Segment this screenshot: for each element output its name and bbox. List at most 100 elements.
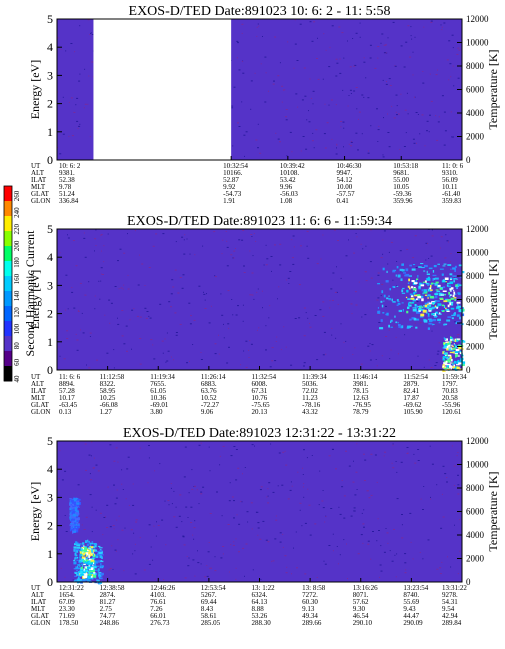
noise-speck xyxy=(220,557,223,559)
signal-cell xyxy=(456,339,459,342)
noise-speck xyxy=(387,542,389,544)
ephemeris-value: 13:31:22 xyxy=(442,584,467,592)
signal-cell xyxy=(454,293,457,295)
signal-cell xyxy=(449,340,451,344)
noise-speck xyxy=(349,66,352,68)
signal-cell xyxy=(82,545,87,549)
noise-speck xyxy=(249,294,252,296)
signal-cell xyxy=(414,305,419,309)
noise-speck xyxy=(153,358,156,360)
noise-speck xyxy=(340,126,342,128)
signal-cell xyxy=(430,291,432,292)
signal-cell xyxy=(69,507,72,511)
signal-cell xyxy=(98,551,102,555)
signal-cell xyxy=(451,302,454,306)
noise-speck xyxy=(233,541,235,543)
noise-speck xyxy=(100,234,103,236)
signal-cell xyxy=(93,544,96,546)
noise-speck xyxy=(358,111,361,113)
ephemeris-value: 61.05 xyxy=(150,387,166,395)
noise-speck xyxy=(245,131,248,133)
ephemeris-row-label: ILAT xyxy=(31,598,47,606)
signal-cell xyxy=(388,324,390,328)
noise-speck xyxy=(309,21,312,23)
signal-cell xyxy=(432,319,437,322)
noise-speck xyxy=(71,291,74,293)
noise-speck xyxy=(193,527,196,529)
signal-cell xyxy=(450,367,452,370)
signal-cell xyxy=(71,509,75,512)
signal-cell xyxy=(377,307,379,309)
noise-speck xyxy=(403,146,406,147)
noise-speck xyxy=(266,496,268,498)
ephemeris-value: 9.13 xyxy=(302,605,315,613)
signal-cell xyxy=(88,555,90,559)
noise-speck xyxy=(337,563,339,565)
signal-cell xyxy=(411,301,415,304)
noise-speck xyxy=(79,282,82,284)
colorbar-segment xyxy=(4,306,12,322)
noise-speck xyxy=(230,544,232,545)
noise-speck xyxy=(274,360,277,362)
signal-cell xyxy=(74,553,77,556)
ephemeris-row-label: GLAT xyxy=(31,612,50,620)
signal-cell xyxy=(76,523,80,525)
noise-speck xyxy=(393,528,395,530)
noise-speck xyxy=(340,277,342,279)
noise-speck xyxy=(305,312,307,314)
noise-speck xyxy=(100,273,102,275)
ephemeris-value: 1797. xyxy=(442,380,458,388)
signal-cell xyxy=(81,563,83,566)
noise-speck xyxy=(438,289,441,290)
signal-cell xyxy=(459,352,462,355)
noise-speck xyxy=(278,452,281,454)
signal-cell xyxy=(87,579,91,582)
noise-speck xyxy=(243,265,245,267)
signal-cell xyxy=(93,548,96,550)
ephemeris-value: 2874. xyxy=(100,591,116,599)
noise-speck xyxy=(413,453,415,455)
signal-cell xyxy=(412,288,417,291)
noise-speck xyxy=(303,486,304,488)
signal-cell xyxy=(88,576,92,579)
noise-speck xyxy=(188,492,190,494)
noise-speck xyxy=(417,449,420,450)
noise-speck xyxy=(282,533,284,535)
noise-speck xyxy=(299,245,302,247)
signal-cell xyxy=(446,357,449,360)
signal-cell xyxy=(428,307,433,311)
signal-cell xyxy=(450,279,452,281)
noise-speck xyxy=(353,65,356,67)
noise-speck xyxy=(244,575,245,577)
noise-speck xyxy=(84,256,87,258)
signal-cell xyxy=(428,302,432,305)
ephemeris-value: 5036. xyxy=(302,380,318,388)
signal-cell xyxy=(458,264,462,267)
noise-speck xyxy=(377,129,380,131)
noise-speck xyxy=(438,116,440,118)
noise-speck xyxy=(251,272,254,274)
signal-cell xyxy=(410,286,414,289)
noise-speck xyxy=(119,248,122,250)
noise-speck xyxy=(378,125,380,127)
ephemeris-value: 289.66 xyxy=(302,619,322,627)
noise-speck xyxy=(222,546,225,547)
noise-speck xyxy=(197,562,200,564)
signal-cell xyxy=(445,343,448,346)
signal-cell xyxy=(450,307,455,310)
noise-speck xyxy=(232,314,234,316)
ephemeris-value: 54.12 xyxy=(337,176,353,184)
signal-cell xyxy=(418,308,422,311)
signal-cell xyxy=(407,306,410,309)
signal-cell xyxy=(461,364,465,366)
noise-speck xyxy=(430,367,433,368)
noise-speck xyxy=(62,96,64,98)
noise-speck xyxy=(444,130,447,132)
signal-cell xyxy=(437,303,442,306)
noise-speck xyxy=(242,547,245,549)
panel-title: EXOS-D/TED Date:891023 11: 6: 6 - 11:59:… xyxy=(127,214,392,229)
signal-cell xyxy=(77,579,81,582)
signal-cell xyxy=(453,340,456,342)
noise-speck xyxy=(339,554,341,556)
signal-cell xyxy=(423,319,428,323)
